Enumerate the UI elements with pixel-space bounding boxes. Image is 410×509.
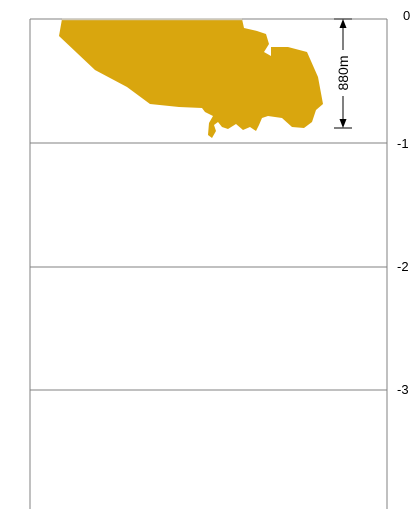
depth-tick-label: -2 xyxy=(397,259,409,274)
dimension-arrow-up xyxy=(339,19,347,28)
depth-gridlines xyxy=(30,142,387,391)
depth-tick-label: 0 xyxy=(403,8,410,23)
dimension-arrow-down xyxy=(339,119,347,128)
dimension-indicator: 880m xyxy=(334,18,352,129)
mineral-body-lobe xyxy=(286,85,313,99)
dimension-label-bg xyxy=(334,50,352,96)
depth-tick-label: -3 xyxy=(397,382,409,397)
depth-axis-labels: 0 -1 -2 -3 xyxy=(397,8,410,397)
depth-tick-label: -1 xyxy=(397,136,409,151)
mineral-body xyxy=(59,18,323,138)
dimension-label: 880m xyxy=(335,55,351,90)
mineral-body-main xyxy=(59,19,323,138)
